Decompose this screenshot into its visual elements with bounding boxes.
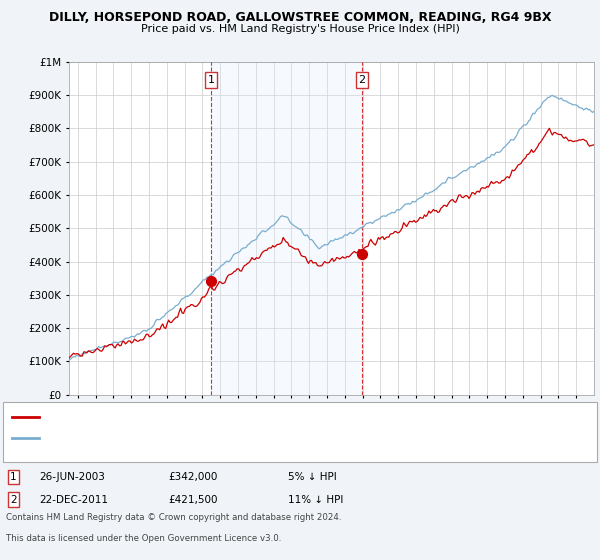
Text: 2: 2 — [10, 494, 17, 505]
Text: £421,500: £421,500 — [168, 494, 218, 505]
Text: Contains HM Land Registry data © Crown copyright and database right 2024.: Contains HM Land Registry data © Crown c… — [6, 513, 341, 522]
Text: 22-DEC-2011: 22-DEC-2011 — [39, 494, 108, 505]
Point — [358, 250, 367, 259]
Text: 11% ↓ HPI: 11% ↓ HPI — [288, 494, 343, 505]
Text: Price paid vs. HM Land Registry's House Price Index (HPI): Price paid vs. HM Land Registry's House … — [140, 24, 460, 34]
Bar — [211, 62, 362, 395]
Text: This data is licensed under the Open Government Licence v3.0.: This data is licensed under the Open Gov… — [6, 534, 281, 543]
Text: 26-JUN-2003: 26-JUN-2003 — [39, 472, 105, 482]
Text: £342,000: £342,000 — [168, 472, 217, 482]
Text: HPI: Average price, detached house, South Oxfordshire: HPI: Average price, detached house, Sout… — [42, 433, 304, 442]
Text: 1: 1 — [10, 472, 17, 482]
Text: 1: 1 — [208, 75, 215, 85]
Text: DILLY, HORSEPOND ROAD, GALLOWSTREE COMMON, READING, RG4 9BX (detached hous: DILLY, HORSEPOND ROAD, GALLOWSTREE COMMO… — [42, 413, 463, 422]
Point — [206, 277, 216, 286]
Text: 2: 2 — [359, 75, 365, 85]
Text: 5% ↓ HPI: 5% ↓ HPI — [288, 472, 337, 482]
Text: DILLY, HORSEPOND ROAD, GALLOWSTREE COMMON, READING, RG4 9BX: DILLY, HORSEPOND ROAD, GALLOWSTREE COMMO… — [49, 11, 551, 24]
